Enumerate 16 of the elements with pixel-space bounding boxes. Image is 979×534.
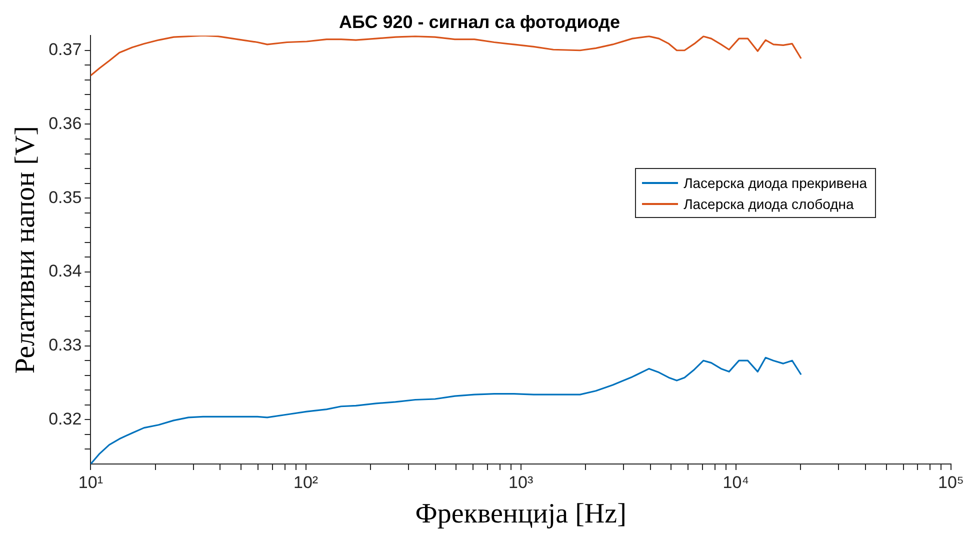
y-tick-label: 0.32 [48, 409, 82, 428]
y-tick-label: 0.36 [48, 114, 82, 133]
y-tick-label: 0.34 [48, 262, 82, 281]
x-tick-label: 10⁵ [938, 472, 964, 492]
chart-title: АБС 920 - сигнал са фотодиоде [339, 12, 620, 32]
y-tick-label: 0.33 [48, 336, 82, 355]
x-tick-label: 10⁴ [722, 472, 750, 492]
y-axis-title: Релативни напон [V] [10, 126, 42, 374]
x-tick-label: 10¹ [78, 472, 104, 492]
legend-label: Ласерска диода прекривена [684, 174, 867, 190]
x-axis-title: Фреквенција [Hz] [415, 498, 626, 530]
x-tick-label: 10² [293, 472, 318, 492]
legend-label: Ласерска диода слободна [684, 196, 854, 212]
y-tick-label: 0.37 [48, 40, 82, 60]
y-tick-label: 0.35 [48, 188, 82, 207]
x-tick-label: 10³ [508, 472, 534, 492]
